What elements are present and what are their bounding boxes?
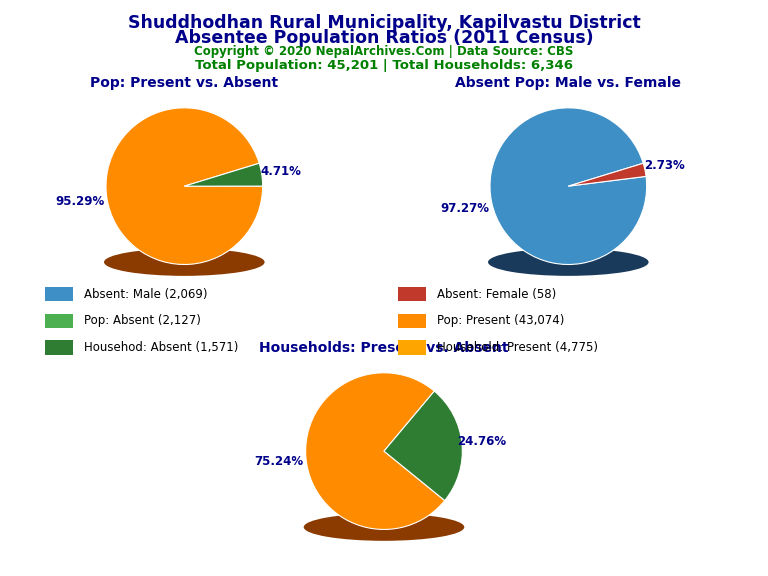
Ellipse shape <box>104 248 265 276</box>
Bar <box>45 287 73 301</box>
Bar <box>45 340 73 355</box>
Text: 95.29%: 95.29% <box>55 195 104 209</box>
Text: Shuddhodhan Rural Municipality, Kapilvastu District: Shuddhodhan Rural Municipality, Kapilvas… <box>127 14 641 32</box>
Text: 75.24%: 75.24% <box>254 454 303 468</box>
Wedge shape <box>568 163 646 186</box>
Text: 97.27%: 97.27% <box>440 202 489 215</box>
Text: Absent: Male (2,069): Absent: Male (2,069) <box>84 288 207 301</box>
Wedge shape <box>384 391 462 501</box>
Title: Households: Present vs. Absent: Households: Present vs. Absent <box>260 340 508 355</box>
Wedge shape <box>106 108 263 264</box>
Text: Pop: Present (43,074): Pop: Present (43,074) <box>437 314 564 327</box>
Text: 24.76%: 24.76% <box>457 435 506 448</box>
Text: Absentee Population Ratios (2011 Census): Absentee Population Ratios (2011 Census) <box>174 29 594 47</box>
Bar <box>45 314 73 328</box>
Ellipse shape <box>488 248 649 276</box>
Bar <box>398 314 426 328</box>
Text: Absent: Female (58): Absent: Female (58) <box>437 288 556 301</box>
Text: Copyright © 2020 NepalArchives.Com | Data Source: CBS: Copyright © 2020 NepalArchives.Com | Dat… <box>194 45 574 58</box>
Text: 2.73%: 2.73% <box>644 159 684 172</box>
Bar <box>398 340 426 355</box>
Ellipse shape <box>303 513 465 541</box>
Wedge shape <box>490 108 647 264</box>
Text: Househod: Absent (1,571): Househod: Absent (1,571) <box>84 341 238 354</box>
Wedge shape <box>184 163 263 186</box>
Title: Pop: Present vs. Absent: Pop: Present vs. Absent <box>91 75 278 90</box>
Text: Household: Present (4,775): Household: Present (4,775) <box>437 341 598 354</box>
Text: Pop: Absent (2,127): Pop: Absent (2,127) <box>84 314 200 327</box>
Text: Total Population: 45,201 | Total Households: 6,346: Total Population: 45,201 | Total Househo… <box>195 59 573 73</box>
Text: 4.71%: 4.71% <box>260 165 302 178</box>
Title: Absent Pop: Male vs. Female: Absent Pop: Male vs. Female <box>455 75 681 90</box>
Bar <box>398 287 426 301</box>
Wedge shape <box>306 373 445 529</box>
